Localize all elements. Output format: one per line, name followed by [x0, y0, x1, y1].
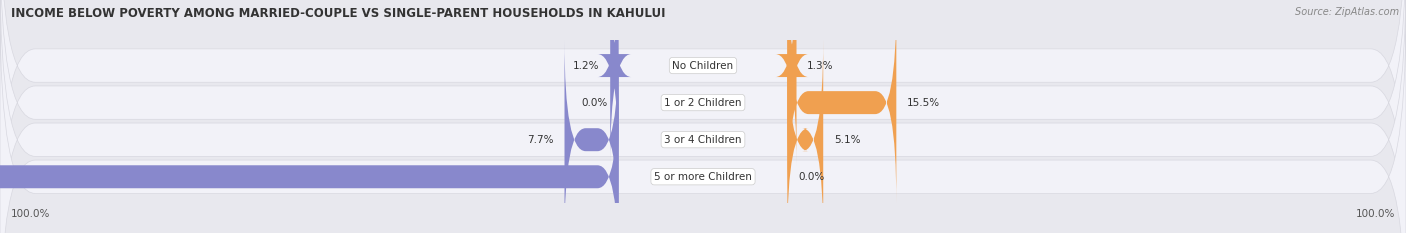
FancyBboxPatch shape — [787, 3, 897, 202]
Text: 5 or more Children: 5 or more Children — [654, 172, 752, 182]
Text: 15.5%: 15.5% — [907, 98, 941, 108]
FancyBboxPatch shape — [0, 77, 619, 233]
FancyBboxPatch shape — [565, 40, 619, 233]
Text: 100.0%: 100.0% — [1355, 209, 1395, 219]
Text: 7.7%: 7.7% — [527, 135, 554, 145]
Text: 5.1%: 5.1% — [834, 135, 860, 145]
Text: 0.0%: 0.0% — [799, 172, 824, 182]
FancyBboxPatch shape — [776, 0, 808, 165]
Text: 1.2%: 1.2% — [574, 61, 599, 71]
FancyBboxPatch shape — [0, 8, 1406, 233]
Text: 1.3%: 1.3% — [807, 61, 834, 71]
Text: Source: ZipAtlas.com: Source: ZipAtlas.com — [1295, 7, 1399, 17]
Text: 0.0%: 0.0% — [582, 98, 609, 108]
FancyBboxPatch shape — [598, 0, 631, 165]
Text: INCOME BELOW POVERTY AMONG MARRIED-COUPLE VS SINGLE-PARENT HOUSEHOLDS IN KAHULUI: INCOME BELOW POVERTY AMONG MARRIED-COUPL… — [11, 7, 666, 20]
Text: 1 or 2 Children: 1 or 2 Children — [664, 98, 742, 108]
FancyBboxPatch shape — [787, 40, 824, 233]
Text: 100.0%: 100.0% — [11, 209, 51, 219]
Text: No Children: No Children — [672, 61, 734, 71]
Text: 3 or 4 Children: 3 or 4 Children — [664, 135, 742, 145]
